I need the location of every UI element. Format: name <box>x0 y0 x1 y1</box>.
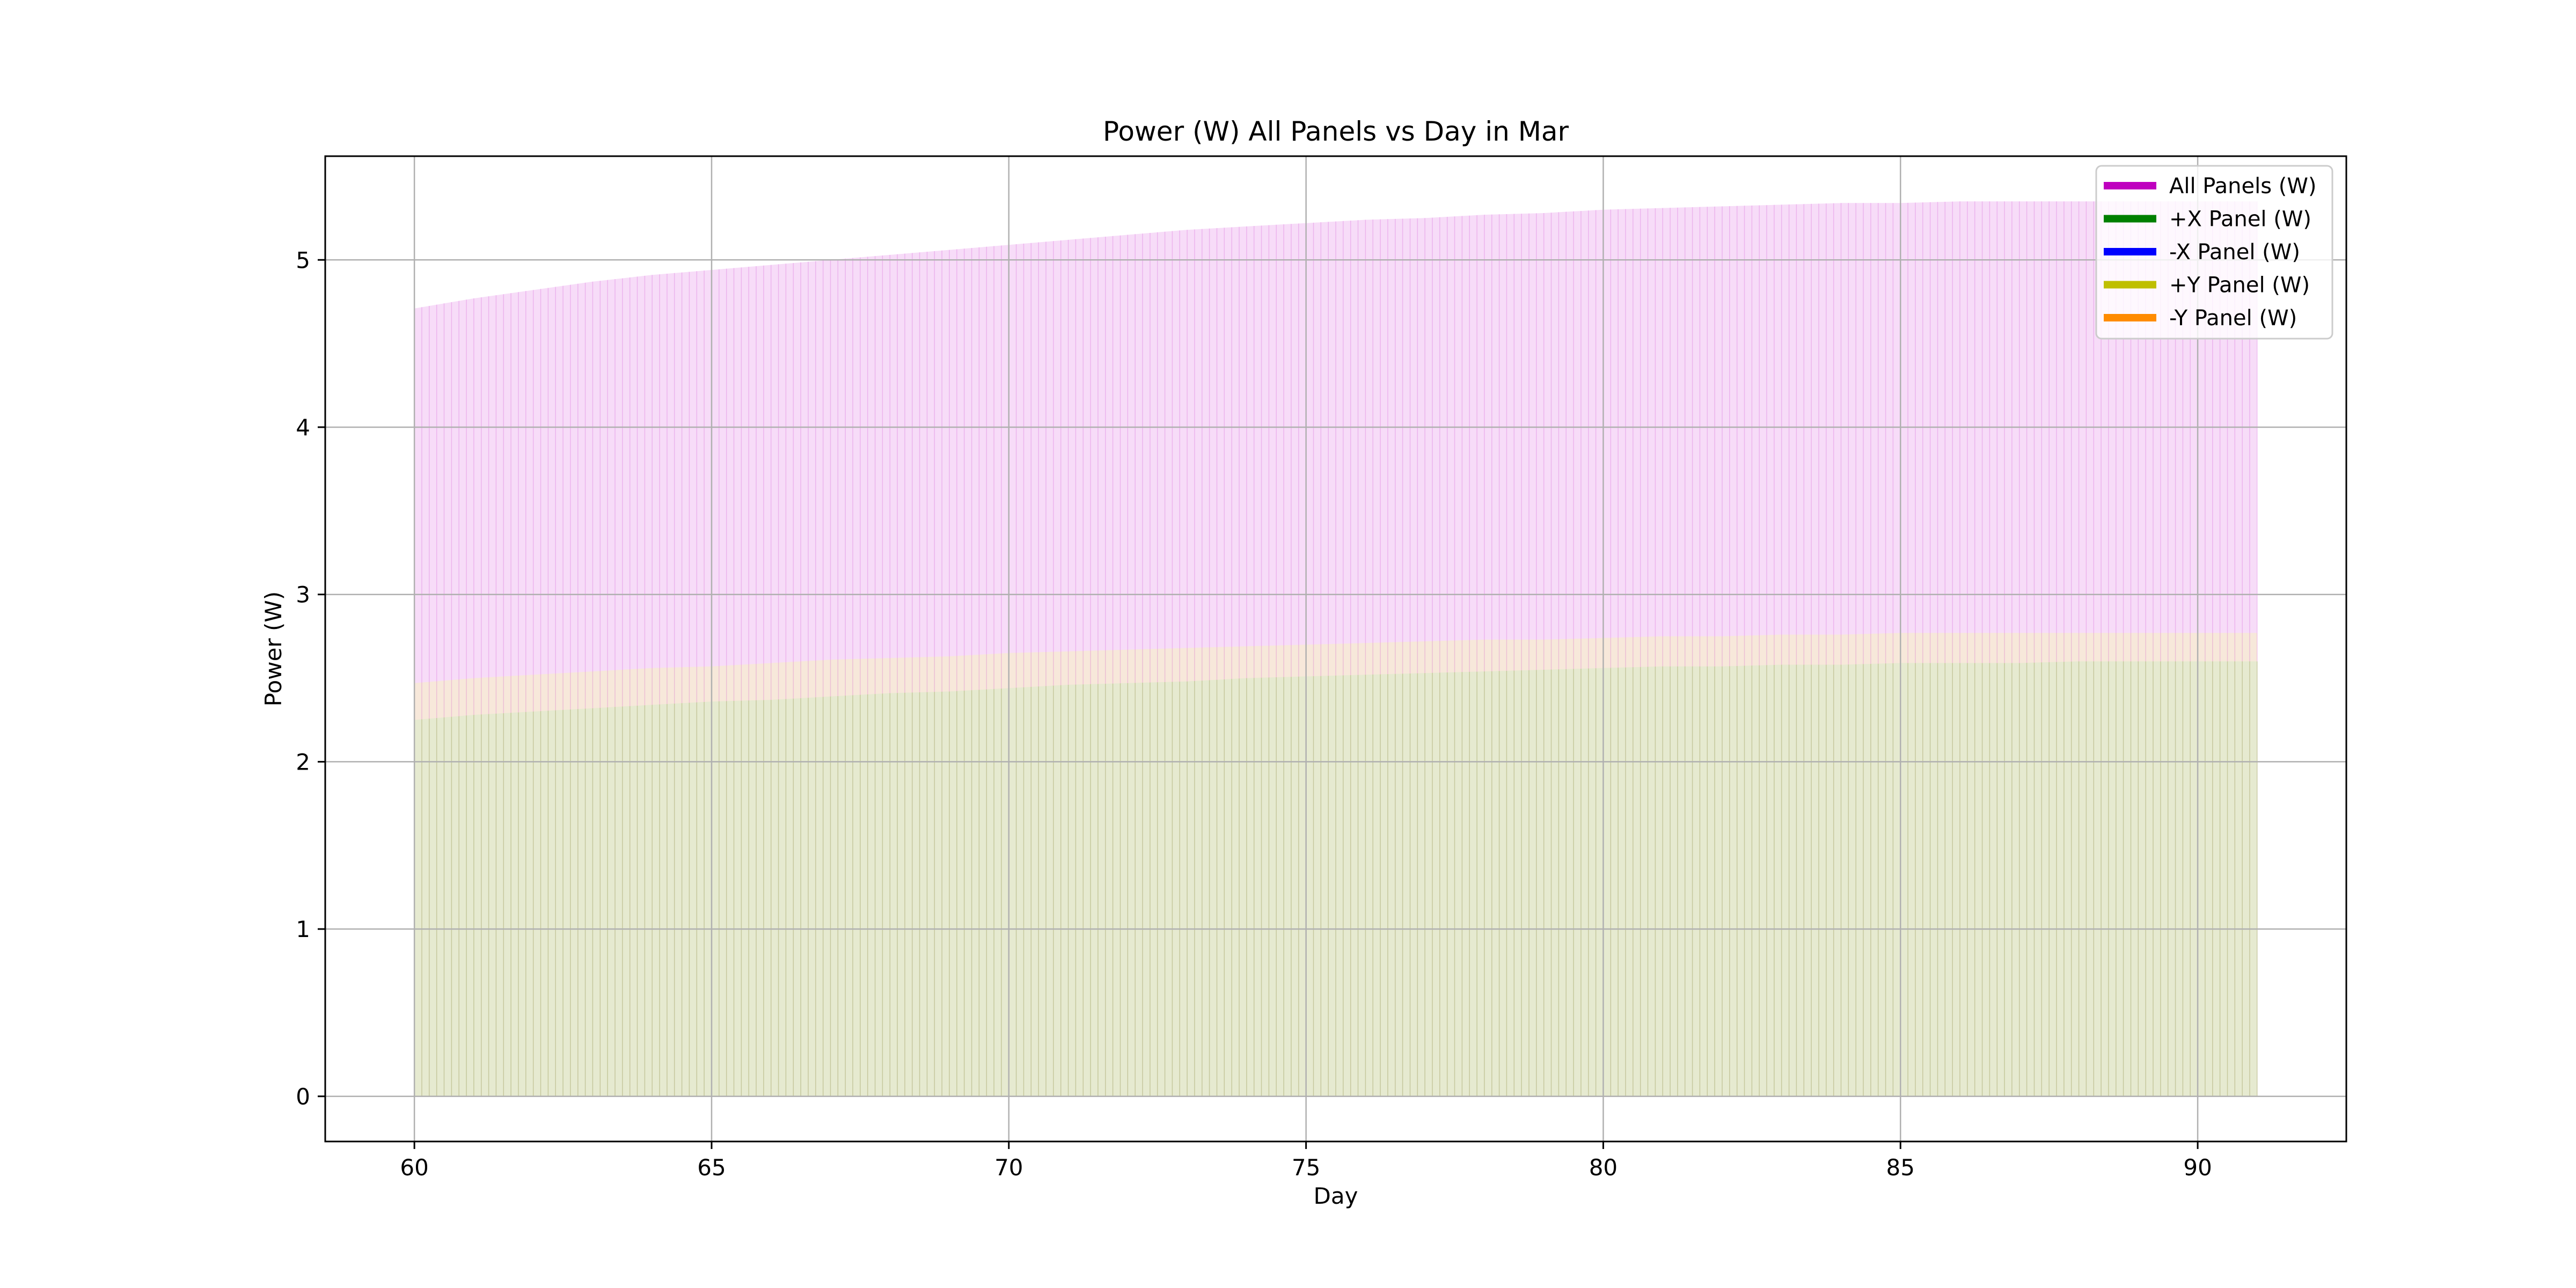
y-tick-label: 3 <box>296 582 310 608</box>
y-axis-label: Power (W) <box>260 591 287 707</box>
legend-box <box>2095 165 2333 340</box>
y-tick-label: 5 <box>296 247 310 273</box>
x-tick-label: 85 <box>1886 1154 1915 1181</box>
series-fills <box>414 201 2257 1096</box>
area-y-panel-w <box>414 661 2257 1096</box>
x-tick-label: 80 <box>1589 1154 1618 1181</box>
legend-label: All Panels (W) <box>2169 174 2317 199</box>
legend-label: +Y Panel (W) <box>2169 273 2310 298</box>
x-tick-label: 60 <box>400 1154 428 1181</box>
legend-label: +X Panel (W) <box>2169 207 2311 232</box>
grid-lines <box>325 156 2346 1141</box>
plot-frame <box>324 155 2347 1143</box>
y-tick-label: 2 <box>296 749 310 775</box>
y-tick-label: 4 <box>296 414 310 441</box>
legend-label: -Y Panel (W) <box>2169 306 2297 331</box>
x-tick-label: 65 <box>697 1154 726 1181</box>
x-tick-label: 70 <box>994 1154 1023 1181</box>
legend-label: -X Panel (W) <box>2169 240 2300 265</box>
x-tick-label: 75 <box>1292 1154 1320 1181</box>
legend: All Panels (W) +X Panel (W) -X Panel (W) +Y… <box>2095 165 2333 340</box>
x-axis-label: Day <box>1314 1183 1358 1209</box>
chart-title: Power (W) All Panels vs Day in Mar <box>1103 116 1569 147</box>
area-x-panel-w <box>414 661 2257 1096</box>
x-tick-label: 90 <box>2183 1154 2212 1181</box>
y-tick-label: 1 <box>296 916 310 942</box>
y-tick-label: 0 <box>296 1084 310 1110</box>
axis-ticks: 60 65 70 75 80 85 90 0 1 2 3 4 5 <box>296 247 2212 1181</box>
